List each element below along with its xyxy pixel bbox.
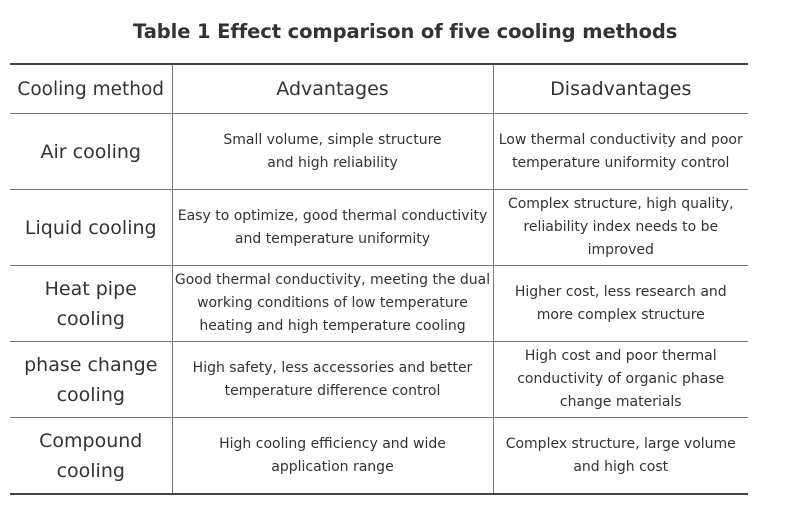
cooling-method-cell: Compound cooling — [10, 417, 172, 495]
table-row: Compound cooling High cooling efficiency… — [10, 417, 748, 495]
column-header-cooling-method: Cooling method — [10, 63, 172, 114]
column-header-disadvantages: Disadvantages — [492, 63, 748, 114]
advantages-cell: Easy to optimize, good thermal conductiv… — [171, 189, 493, 266]
comparison-table: Cooling method Advantages Disadvantages … — [10, 63, 748, 495]
disadvantages-cell: Complex structure, large volume and high… — [492, 417, 748, 495]
table-row: Liquid cooling Easy to optimize, good th… — [10, 189, 748, 266]
table-row: phase change cooling High safety, less a… — [10, 341, 748, 418]
table-header-row: Cooling method Advantages Disadvantages — [10, 63, 748, 114]
advantages-cell: Good thermal conductivity, meeting the d… — [171, 265, 493, 342]
advantages-cell: High safety, less accessories and better… — [171, 341, 493, 418]
cooling-method-cell: Liquid cooling — [10, 189, 172, 266]
table-row: Air cooling Small volume, simple structu… — [10, 113, 748, 190]
table-title: Table 1 Effect comparison of five coolin… — [133, 20, 678, 43]
disadvantages-cell: High cost and poor thermal conductivity … — [492, 341, 748, 418]
table-row: Heat pipe cooling Good thermal conductiv… — [10, 265, 748, 342]
cooling-method-cell: Air cooling — [10, 113, 172, 190]
disadvantages-cell: Complex structure, high quality, reliabi… — [492, 189, 748, 266]
advantages-cell: High cooling efficiency and wide applica… — [171, 417, 493, 495]
column-header-advantages: Advantages — [171, 63, 493, 114]
cooling-method-cell: Heat pipe cooling — [10, 265, 172, 342]
advantages-cell: Small volume, simple structure and high … — [171, 113, 493, 190]
cooling-method-cell: phase change cooling — [10, 341, 172, 418]
disadvantages-cell: Higher cost, less research and more comp… — [492, 265, 748, 342]
disadvantages-cell: Low thermal conductivity and poor temper… — [492, 113, 748, 190]
